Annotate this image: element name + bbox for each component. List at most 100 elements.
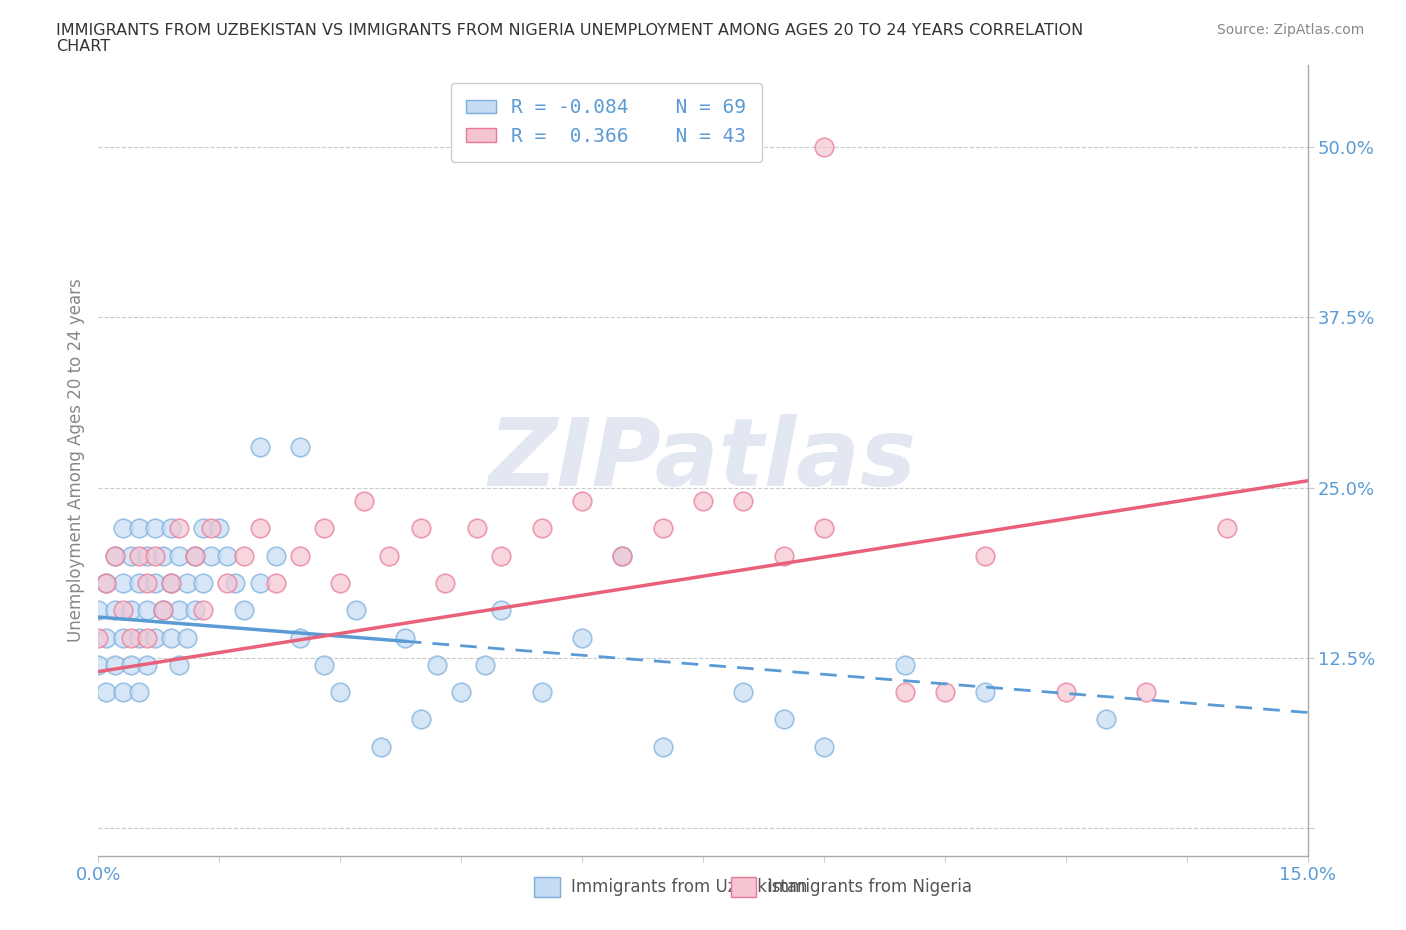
Point: [176, 631, 198, 645]
Point: [87, 658, 110, 672]
Point: [167, 603, 190, 618]
Point: [934, 684, 956, 699]
Point: [111, 576, 134, 591]
Point: [813, 739, 835, 754]
Point: [135, 658, 157, 672]
Point: [409, 711, 432, 726]
Point: [314, 658, 336, 672]
Point: [87, 603, 110, 618]
Point: [974, 684, 997, 699]
Point: [813, 521, 835, 536]
Point: [612, 549, 634, 564]
Point: [450, 684, 472, 699]
Point: [426, 658, 449, 672]
Point: [200, 521, 222, 536]
Point: [193, 521, 215, 536]
Point: [232, 549, 254, 564]
Point: [96, 576, 118, 591]
Point: [288, 439, 311, 454]
Point: [377, 549, 399, 564]
Point: [530, 521, 553, 536]
Point: [232, 603, 254, 618]
Point: [1135, 684, 1157, 699]
Point: [651, 521, 673, 536]
Point: [87, 631, 110, 645]
Point: [394, 631, 416, 645]
Point: [974, 549, 997, 564]
Point: [344, 603, 367, 618]
Point: [111, 631, 134, 645]
Point: [152, 603, 174, 618]
Point: [1216, 521, 1239, 536]
Point: [434, 576, 457, 591]
Point: [111, 521, 134, 536]
Point: [370, 739, 392, 754]
Point: [167, 521, 190, 536]
Point: [176, 576, 198, 591]
Point: [612, 549, 634, 564]
Point: [353, 494, 375, 509]
Point: [491, 603, 513, 618]
Point: [264, 549, 287, 564]
Point: [152, 603, 174, 618]
Point: [224, 576, 246, 591]
Point: [135, 631, 157, 645]
Point: [160, 631, 183, 645]
Point: [160, 576, 183, 591]
Point: [409, 521, 432, 536]
Point: [474, 658, 496, 672]
Point: [128, 576, 150, 591]
Text: Source: ZipAtlas.com: Source: ZipAtlas.com: [1216, 23, 1364, 37]
Point: [120, 658, 142, 672]
Text: Immigrants from Nigeria: Immigrants from Nigeria: [768, 878, 972, 897]
Point: [772, 549, 794, 564]
Text: ZIPatlas: ZIPatlas: [489, 415, 917, 506]
Point: [103, 658, 125, 672]
Point: [120, 603, 142, 618]
Text: CHART: CHART: [56, 39, 110, 54]
Point: [103, 549, 125, 564]
Point: [143, 576, 166, 591]
Point: [120, 549, 142, 564]
Point: [128, 549, 150, 564]
Point: [135, 576, 157, 591]
Point: [893, 684, 915, 699]
Point: [135, 549, 157, 564]
Point: [120, 631, 142, 645]
Point: [329, 576, 352, 591]
Point: [217, 549, 239, 564]
Point: [193, 576, 215, 591]
Point: [167, 549, 190, 564]
Point: [143, 549, 166, 564]
Point: [111, 603, 134, 618]
Point: [692, 494, 714, 509]
Point: [193, 603, 215, 618]
Point: [96, 684, 118, 699]
Point: [128, 631, 150, 645]
Point: [571, 494, 593, 509]
Point: [96, 576, 118, 591]
Point: [288, 549, 311, 564]
Point: [249, 576, 271, 591]
Point: [103, 603, 125, 618]
Point: [249, 439, 271, 454]
Point: [128, 684, 150, 699]
Point: [249, 521, 271, 536]
Point: [491, 549, 513, 564]
Point: [184, 549, 207, 564]
Point: [893, 658, 915, 672]
Point: [160, 576, 183, 591]
Point: [208, 521, 231, 536]
Text: Immigrants from Uzbekistan: Immigrants from Uzbekistan: [571, 878, 807, 897]
Point: [135, 603, 157, 618]
Point: [314, 521, 336, 536]
Point: [184, 603, 207, 618]
Point: [813, 140, 835, 154]
Point: [184, 549, 207, 564]
Point: [143, 631, 166, 645]
Point: [143, 521, 166, 536]
Point: [733, 494, 755, 509]
Point: [772, 711, 794, 726]
Point: [111, 684, 134, 699]
Point: [152, 549, 174, 564]
